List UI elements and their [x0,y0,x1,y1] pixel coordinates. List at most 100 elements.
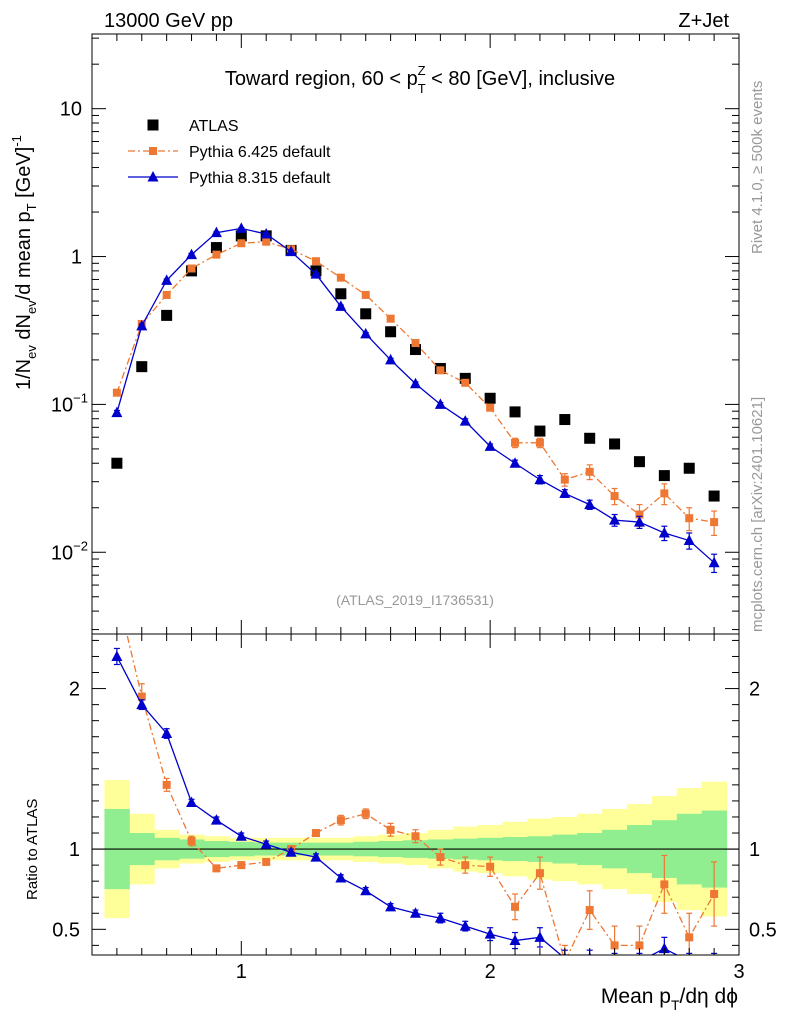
pythia-6-425-default-point [585,467,594,476]
atlas-point [484,392,496,404]
ratio-y-tick-label-right: 1 [749,839,760,861]
main-y-tick-label: 10 [60,99,82,121]
pythia-6-425-default-point [361,290,370,299]
pythia-8-315-default-point [310,268,322,279]
ratio-pythia-6-425-default-point [511,902,520,911]
legend-label-atlas: ATLAS [189,118,239,135]
pythia-8-315-default-point [658,526,670,538]
ratio-pythia-6-425-default-point [585,906,594,915]
legend-label-pythia-6-425-default: Pythia 6.425 default [189,144,331,161]
pythia-6-425-default-point [461,378,470,387]
ratio-pythia-6-425-default-point [311,829,320,838]
ratio-pythia-8-315-default-point [385,900,397,912]
ratio-pythia-6-425-default-point [561,957,569,965]
pythia-6-425-default-point [535,438,544,447]
ratio-pythia-8-315-default-point [459,920,471,931]
ratio-pythia-6-425-default-point [486,862,495,871]
ratio-pythia-8-315-default-point [360,884,372,896]
pythia-6-425-default-point [262,237,271,246]
rivet-label: Rivet 4.1.0, ≥ 500k events [749,81,766,254]
pythia-6-425-default-point [685,514,694,523]
ratio-pythia-8-315-default-point [161,727,173,739]
ratio-pythia-8-315-default-point [709,955,720,966]
ratio-pythia-8-315-default-point [434,912,446,923]
ratio-pythia-8-315-default-point [634,955,645,966]
ratio-pythia-8-315-default-point [534,931,546,942]
atlas-point [335,288,347,300]
atlas-point [410,344,421,356]
pythia-6-425-default-point [436,366,445,375]
ratio-pythia-6-425-default-point [710,890,719,899]
pythia-8-315-default-point [360,327,372,339]
ratio-pythia-8-315-default-point [260,838,272,849]
ratio-y-tick-label: 1 [69,839,80,861]
ratio-pythia-8-315-default-point [235,830,247,841]
pythia-6-425-default-point [237,239,246,248]
pythia-8-315-default-point [434,398,446,409]
ratio-pythia-6-425-default-point [262,857,271,866]
ratio-pythia-6-425-default-point [336,816,345,825]
ratio-pythia-6-425-default-point [461,861,470,870]
ratio-pythia-6-425-default-point [237,861,246,870]
main-y-tick-label: 10−2 [51,538,88,564]
main-y-tick-label: 10−1 [51,390,88,416]
atlas-point [534,425,546,437]
ratio-pythia-8-315-default-point [285,846,297,857]
pythia-8-315-default-point [559,487,571,498]
ratio-pythia-6-425-default-point [635,941,644,950]
ratio-pythia-8-315-default-point [210,814,222,825]
x-axis-label: Mean pT/dη dϕ [601,985,738,1013]
ratio-pythia-8-315-default-point [186,796,198,808]
pythia-6-425-default-point [187,264,196,273]
atlas-point [459,372,471,384]
legend-marker-atlas [147,119,159,131]
pythia-8-315-default-line [116,227,715,564]
pythia-8-315-default-point [410,377,421,389]
pythia-6-425-default-point [610,492,619,501]
ratio-pythia-8-315-default-point [684,955,695,966]
x-tick-label: 1 [236,961,247,983]
ratio-pythia-6-425-default-point [361,809,370,818]
ratio-pythia-6-425-default-point [436,853,445,862]
ratio-pythia-6-425-default-line [126,634,715,955]
pythia-8-315-default-point [210,226,222,238]
ratio-pythia-6-425-default-point [137,692,146,701]
ratio-pythia-6-425-default-point [660,880,669,889]
x-tick-label: 2 [485,961,496,983]
analysis-id: (ATLAS_2019_I1736531) [336,592,494,608]
atlas-point [136,361,148,373]
ratio-axis-ticks: 0.5 0.5 1 1 2 2 [52,639,777,946]
legend: ATLAS Pythia 6.425 default Pythia 8.315 de… [128,118,331,187]
pythia-8-315-default-point [335,300,347,311]
pythia-6-425-default-point [486,403,495,412]
ratio-y-axis-label: Ratio to ATLAS [24,799,41,900]
atlas-point [360,308,372,320]
ratio-pythia-8-315-default-point [658,942,670,954]
pythia-6-425-default-point [411,339,420,348]
atlas-point [235,230,247,242]
ratio-pythia-6-425-default-point [411,832,420,841]
atlas-point [584,432,596,444]
pythia-8-315-default-point [260,228,272,239]
main-y-axis-label: 1/Nev dNev/d mean pT [GeV]-1 [9,135,39,390]
ratio-y-tick-label-right: 0.5 [749,919,777,941]
pythia-8-315-default-point [136,319,148,331]
atlas-point [111,457,123,469]
legend-marker-pythia-6-425-default [149,147,157,155]
ratio-pythia-6-425-default-point [212,864,221,873]
pythia-6-425-default-point [386,314,395,323]
pythia-6-425-default-point [336,273,345,282]
ratio-pythia-8-315-default-point [335,871,347,883]
pythia-6-425-default-point [660,489,669,498]
pythia-8-315-default-point [111,406,123,418]
ratio-y-tick-label: 0.5 [52,919,80,941]
pythia-8-315-default-point [683,534,695,546]
ratio-pythia-8-315-default-point [609,955,620,966]
ratio-pythia-6-425-default-point [685,933,694,942]
pythia-8-315-default-point [235,222,247,233]
pythia-6-425-default-point [212,250,221,259]
atlas-point [509,406,521,418]
atlas-point [210,242,222,254]
pythia-6-425-default-point [635,510,644,519]
